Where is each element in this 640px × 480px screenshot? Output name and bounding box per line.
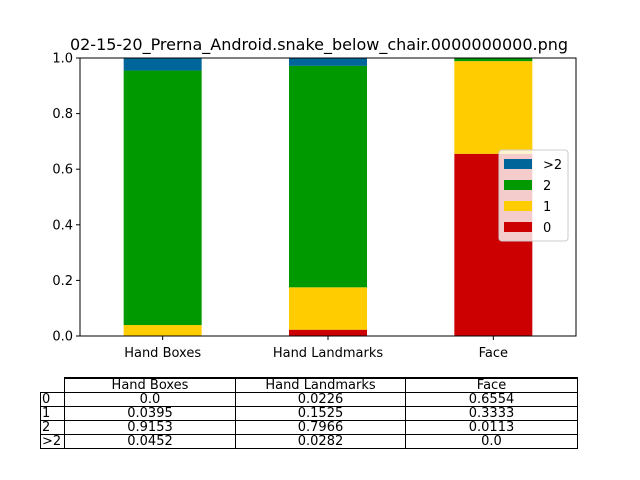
legend-swatch <box>504 180 532 190</box>
table-cell: 0.0395 <box>64 406 236 421</box>
bar-segment <box>289 58 367 66</box>
legend-box <box>498 149 569 242</box>
table-cell: 0.3333 <box>405 406 578 421</box>
table-column-header: Hand Boxes <box>64 377 236 393</box>
table-cell: 0.0 <box>64 392 236 407</box>
table-cell: 0.0113 <box>405 420 578 435</box>
legend-label: 0 <box>543 221 551 236</box>
x-axis: Hand Boxes Hand Landmarks Face <box>124 336 508 361</box>
bar-segment <box>123 58 202 71</box>
legend: >2 2 1 0 <box>498 149 569 242</box>
y-tick-label: 0.4 <box>52 218 73 233</box>
legend-swatch <box>504 201 532 211</box>
legend-label: 1 <box>543 200 551 215</box>
bar-segment <box>289 329 367 336</box>
legend-swatch <box>504 159 532 169</box>
table-row: 0 0.0 0.0226 0.6554 <box>40 392 578 407</box>
x-tick-label: Hand Landmarks <box>273 346 384 361</box>
y-tick-label: 0.2 <box>52 274 73 289</box>
table-cell: 0.7966 <box>235 420 406 435</box>
table-cell: 0.0 <box>405 434 578 449</box>
table-row-label: 2 <box>40 420 65 435</box>
table-column-header: Face <box>405 377 578 393</box>
table-row: 1 0.0395 0.1525 0.3333 <box>40 406 578 421</box>
table-cell: 0.0226 <box>235 392 406 407</box>
table-row-label: >2 <box>40 434 65 449</box>
x-tick-label: Face <box>479 346 508 361</box>
table-row-label: 1 <box>40 406 65 421</box>
bar-segment <box>123 70 202 326</box>
bar-segment <box>123 325 202 336</box>
bars-layer <box>123 58 533 336</box>
table-column-header: Hand Landmarks <box>235 377 406 393</box>
y-tick-label: 0.8 <box>52 107 73 122</box>
y-tick-label: 0.0 <box>52 330 73 345</box>
bar-segment <box>289 287 367 330</box>
data-table: Hand Boxes Hand Landmarks Face 0 0.0 0.0… <box>40 377 578 449</box>
table-row: 2 0.9153 0.7966 0.0113 <box>40 420 578 435</box>
table-cell: 0.9153 <box>64 420 236 435</box>
table-header-row: Hand Boxes Hand Landmarks Face <box>40 377 578 393</box>
y-tick-label: 1.0 <box>52 52 73 67</box>
x-tick-label: Hand Boxes <box>124 346 201 361</box>
bar-segment <box>454 58 533 62</box>
table-row-label: 0 <box>40 392 65 407</box>
table-cell: 0.6554 <box>405 392 578 407</box>
table-cell: 0.0282 <box>235 434 406 449</box>
table-cell: 0.0452 <box>64 434 236 449</box>
y-tick-label: 0.6 <box>52 163 73 178</box>
stacked-bar-chart: 02-15-20_Prerna_Android.snake_below_chai… <box>52 35 577 361</box>
legend-swatch <box>504 222 532 232</box>
table-cell: 0.1525 <box>235 406 406 421</box>
table-row: >2 0.0452 0.0282 0.0 <box>40 434 578 449</box>
bar-segment <box>454 61 533 154</box>
y-axis: 0.0 0.2 0.4 0.6 0.8 1.0 <box>52 52 80 345</box>
legend-label: 2 <box>543 179 551 194</box>
table-corner <box>40 378 65 393</box>
legend-label: >2 <box>543 158 562 173</box>
chart-title: 02-15-20_Prerna_Android.snake_below_chai… <box>70 35 568 55</box>
bar-segment <box>289 65 367 288</box>
